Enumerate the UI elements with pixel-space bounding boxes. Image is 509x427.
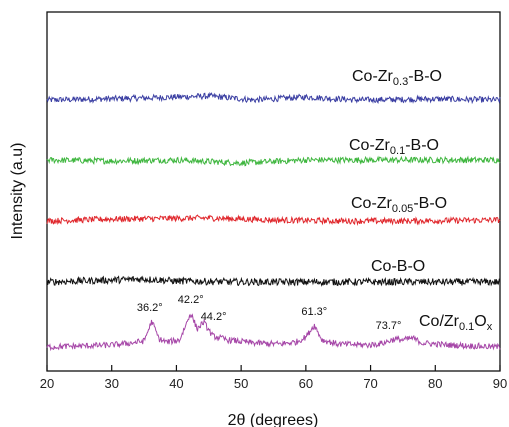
x-tick-label-60: 60 <box>299 376 313 391</box>
x-tick-label-70: 70 <box>363 376 377 391</box>
series-label-co-b-o: Co-B-O <box>371 258 425 275</box>
series-label-co-zr0.3-b-o: Co-Zr0.3-B-O <box>352 68 442 88</box>
x-tick-label-30: 30 <box>104 376 118 391</box>
series-line-co-zr0.05-b-o <box>46 214 501 226</box>
peak-label-44.2: 44.2° <box>201 311 227 323</box>
series-line-co-zr0.1-b-o <box>46 155 501 167</box>
series-labels: Co-Zr0.3-B-O Co-Zr0.1-B-O Co-Zr0.05-B-O … <box>349 68 493 333</box>
series-label-co-zr0.1-b-o: Co-Zr0.1-B-O <box>349 137 439 157</box>
x-axis: 20 30 40 50 60 70 80 90 <box>40 365 507 391</box>
series-line-co-b-o <box>46 275 501 287</box>
x-tick-label-80: 80 <box>428 376 442 391</box>
x-tick-label-40: 40 <box>169 376 183 391</box>
x-axis-title: 2θ (degrees) <box>228 412 319 427</box>
plot-frame <box>46 11 501 372</box>
peak-label-73.7: 73.7° <box>376 320 402 332</box>
series-layer <box>46 91 501 352</box>
peak-label-42.2: 42.2° <box>178 294 204 306</box>
series-line-co/zr0.1ox <box>46 313 501 352</box>
series-line-co-zr0.3-b-o <box>46 91 501 105</box>
x-tick-label-50: 50 <box>234 376 248 391</box>
peak-label-61.3: 61.3° <box>301 306 327 318</box>
x-tick-label-20: 20 <box>40 376 54 391</box>
peak-label-36.2: 36.2° <box>137 302 163 314</box>
series-label-co-zr0.1-ox: Co/Zr0.1Ox <box>419 313 493 333</box>
peak-labels: 36.2° 42.2° 44.2° 61.3° 73.7° <box>137 294 402 332</box>
x-tick-label-90: 90 <box>493 376 507 391</box>
series-label-co-zr0.05-b-o: Co-Zr0.05-B-O <box>351 195 447 215</box>
y-axis-title: Intensity (a.u) <box>9 143 26 240</box>
